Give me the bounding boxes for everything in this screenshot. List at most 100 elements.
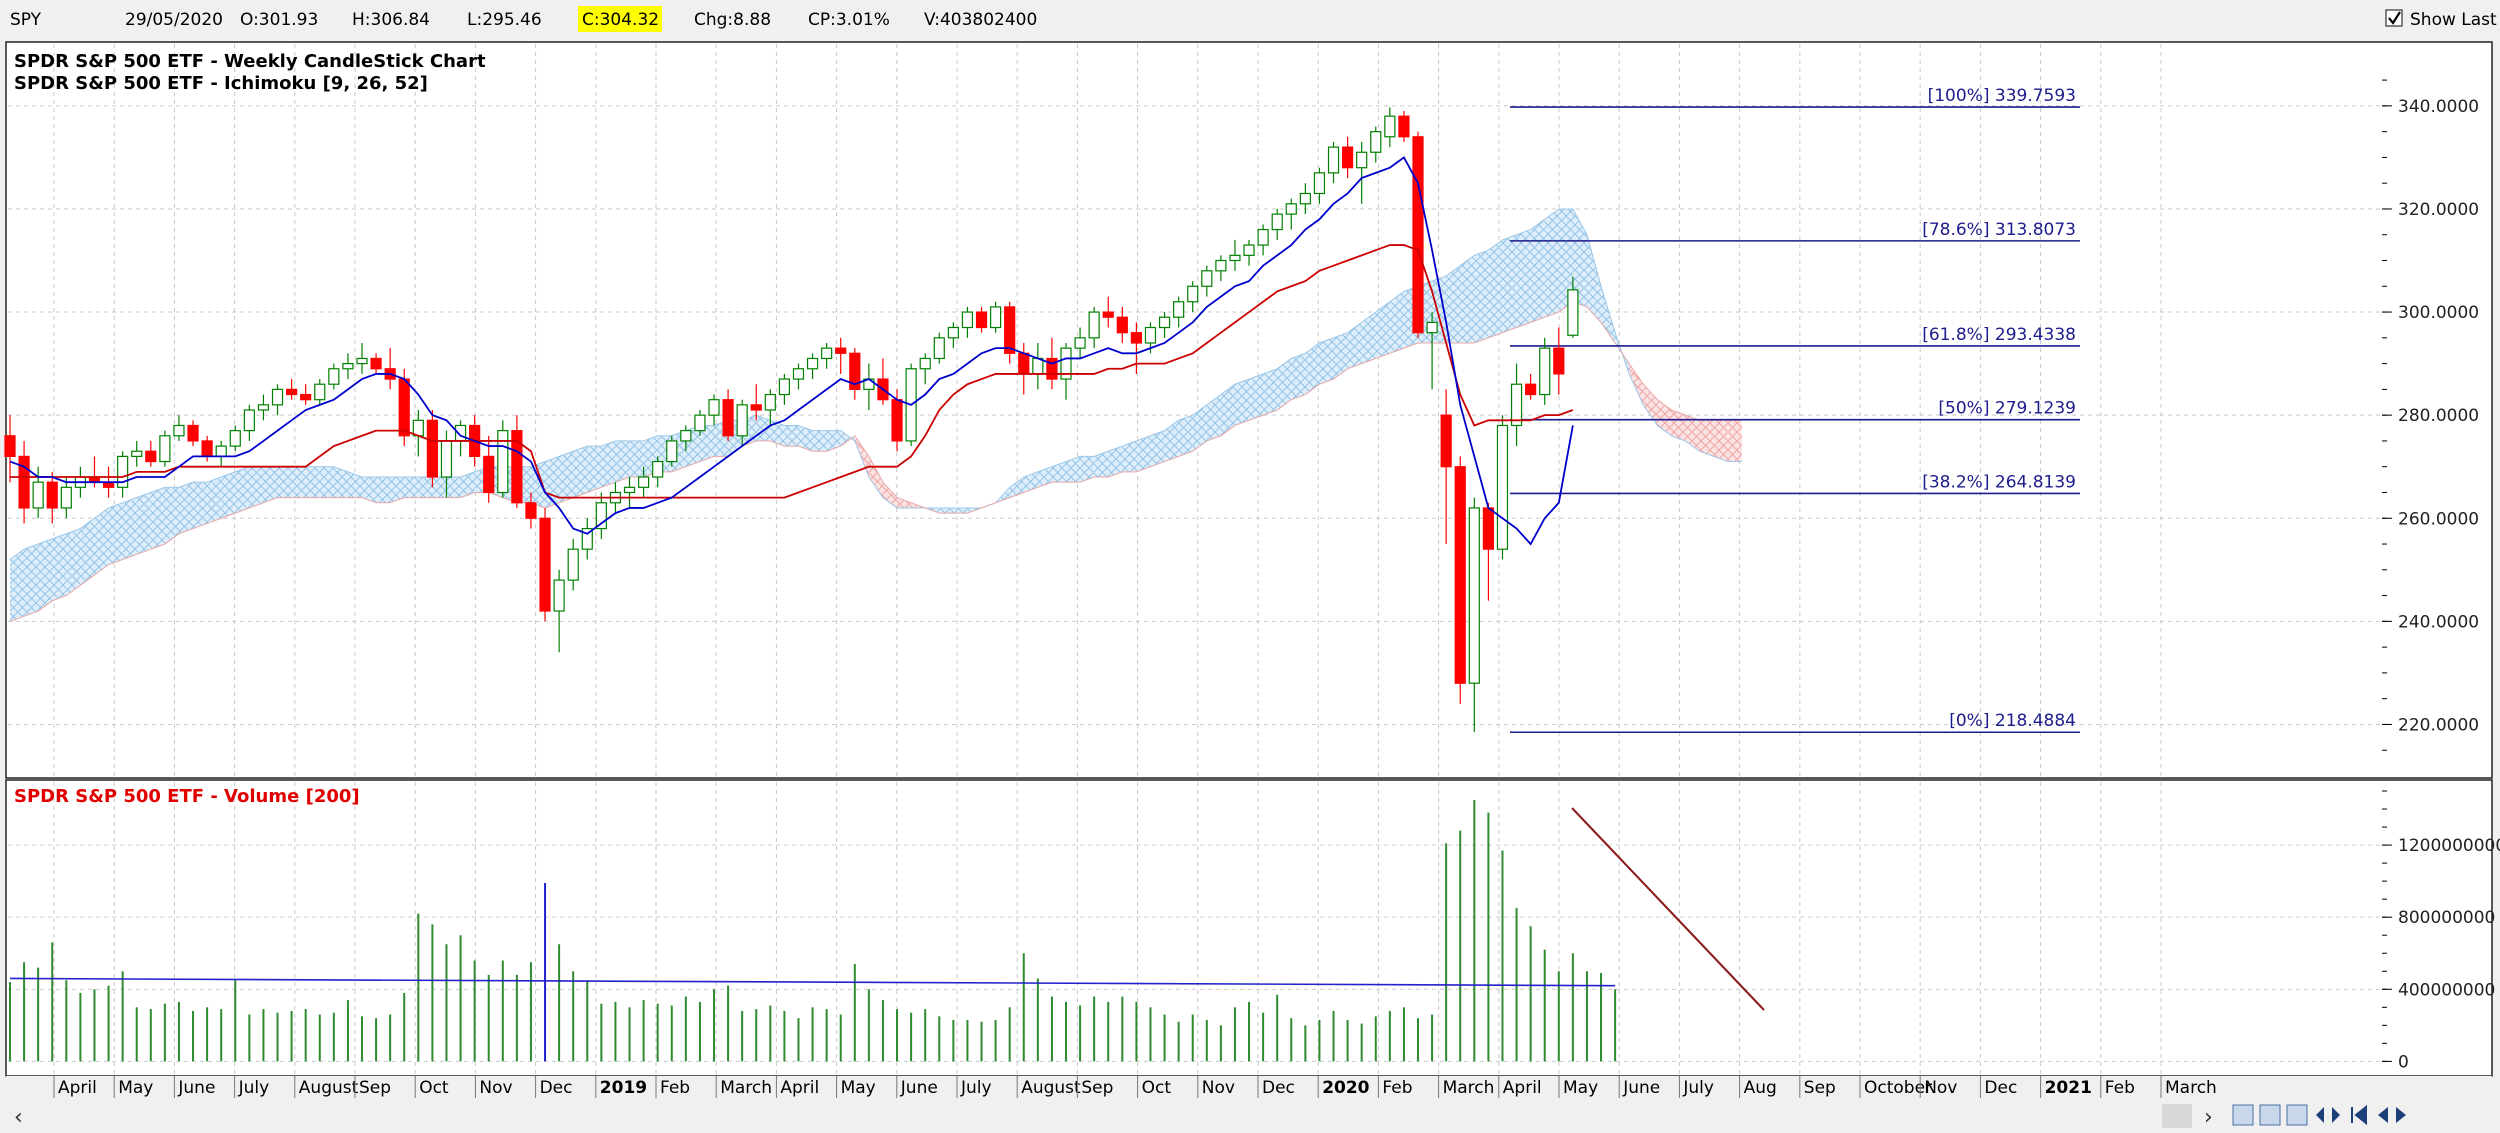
show-last-checkbox[interactable]: Show Last bbox=[2385, 9, 2497, 30]
candle-bullish bbox=[412, 419, 424, 437]
month-label: Aug bbox=[1744, 1078, 1777, 1098]
time-axis-band bbox=[6, 1076, 2492, 1100]
fibonacci-retracement[interactable]: [100%] 339.7593 [78.6%] 313.8073 [61.8%] 2… bbox=[1510, 86, 2080, 734]
zoom-fit-icon[interactable] bbox=[2316, 1107, 2340, 1123]
candle-bullish bbox=[243, 409, 255, 432]
cloud-segment-bullish bbox=[1136, 435, 1151, 472]
cloud-segment-bullish bbox=[432, 477, 447, 498]
properties-icon[interactable] bbox=[2286, 1104, 2308, 1126]
candle-bearish bbox=[1130, 332, 1143, 344]
cloud-segment-bullish bbox=[94, 507, 109, 575]
cloud-segment-bullish bbox=[66, 528, 81, 596]
candle-bullish bbox=[1173, 301, 1185, 318]
scroll-left-icon[interactable]: ‹ bbox=[14, 1105, 23, 1130]
candle-bullish bbox=[1074, 337, 1086, 349]
print-chart-icon[interactable] bbox=[2259, 1104, 2281, 1126]
month-label: Dec bbox=[540, 1078, 573, 1098]
scroll-right-icon[interactable]: › bbox=[2204, 1105, 2213, 1130]
candle-bullish bbox=[1060, 347, 1072, 380]
month-label: April bbox=[780, 1078, 819, 1098]
cloud-segment-bullish bbox=[207, 477, 222, 524]
month-label: August bbox=[299, 1078, 359, 1098]
time-axis: April May June July August Sep Oct Nov Dec 2019 Fe… bbox=[53, 1076, 2217, 1098]
candle-bullish bbox=[1313, 172, 1326, 195]
price-tick-label: 280.0000 bbox=[2398, 406, 2479, 426]
candle-bullish bbox=[680, 430, 692, 442]
cloud-segment-bullish bbox=[573, 446, 588, 498]
candle-bearish bbox=[286, 388, 298, 396]
cloud-segment-bullish bbox=[1347, 322, 1362, 369]
open-value: O:301.93 bbox=[240, 10, 318, 30]
cloud-segment-bullish bbox=[1361, 312, 1376, 364]
cloud-segment-bullish bbox=[319, 466, 334, 498]
candle-bearish bbox=[1046, 357, 1058, 380]
cloud-segment-bullish bbox=[1108, 446, 1123, 478]
cloud-segment-bearish bbox=[1629, 363, 1644, 405]
cloud-segment-bullish bbox=[1488, 239, 1503, 338]
month-label: July bbox=[1682, 1078, 1714, 1098]
candle-bearish bbox=[4, 435, 16, 457]
cloud-segment-bullish bbox=[1122, 440, 1137, 472]
cloud-segment-bullish bbox=[1460, 255, 1475, 343]
candle-bullish bbox=[229, 430, 241, 447]
cloud-segment-bullish bbox=[1319, 337, 1334, 385]
scroll-bar[interactable] bbox=[0, 1100, 2500, 1133]
cloud-segment-bearish bbox=[897, 497, 912, 508]
cloud-segment-bullish bbox=[1474, 250, 1489, 343]
cloud-segment-bullish bbox=[1502, 234, 1517, 333]
month-label: Oct bbox=[419, 1078, 449, 1098]
candle-bearish bbox=[891, 399, 903, 442]
senkou-span-b bbox=[9, 301, 1742, 622]
show-last-label: Show Last bbox=[2410, 10, 2497, 30]
candle-bearish bbox=[1102, 311, 1114, 318]
cloud-segment-bullish bbox=[277, 466, 292, 498]
candle-bearish bbox=[750, 404, 762, 411]
next-icon[interactable] bbox=[2396, 1107, 2406, 1123]
scroll-thumb[interactable] bbox=[2162, 1104, 2192, 1128]
fib-level-label: [38.2%] 264.8139 bbox=[1922, 472, 2076, 492]
candle-bullish bbox=[1567, 289, 1579, 336]
cloud-segment-bullish bbox=[1066, 456, 1081, 483]
cloud-segment-bullish bbox=[1291, 353, 1306, 400]
month-label: June bbox=[177, 1078, 215, 1098]
candle-bearish bbox=[722, 399, 734, 437]
cloud-segment-bullish bbox=[108, 502, 123, 565]
cloud-segment-bullish bbox=[1544, 208, 1559, 318]
candle-bearish bbox=[1553, 347, 1565, 375]
cloud-segment-bullish bbox=[1178, 415, 1193, 457]
candle-bullish bbox=[271, 388, 284, 406]
candle-bullish bbox=[1088, 311, 1100, 339]
cloud-segment-bullish bbox=[601, 440, 616, 488]
cloud-segment-bullish bbox=[333, 466, 348, 498]
month-label: Oct bbox=[1142, 1078, 1172, 1098]
month-label: May bbox=[118, 1078, 153, 1098]
candle-bearish bbox=[1525, 383, 1537, 396]
candle-bullish bbox=[159, 435, 171, 463]
candle-bullish bbox=[1285, 203, 1297, 215]
candle-bearish bbox=[1004, 306, 1016, 354]
save-chart-icon[interactable] bbox=[2232, 1104, 2254, 1126]
candle-bullish bbox=[314, 383, 326, 401]
cloud-segment-bullish bbox=[1516, 229, 1531, 328]
month-label: Sep bbox=[1081, 1078, 1113, 1098]
cloud-segment-bearish bbox=[1643, 384, 1658, 426]
candle-bearish bbox=[370, 357, 382, 370]
close-value: C:304.32 bbox=[582, 10, 659, 30]
candle-bullish bbox=[342, 363, 354, 370]
cloud-segment-bullish bbox=[362, 477, 377, 503]
cloud-segment-bullish bbox=[1192, 404, 1207, 452]
volume-tick-label: 400000000 bbox=[2398, 980, 2495, 1000]
candle-bullish bbox=[806, 357, 819, 370]
cloud-segment-bullish bbox=[24, 544, 39, 617]
candle-bullish bbox=[257, 404, 270, 411]
candle-bullish bbox=[1215, 259, 1227, 272]
candle-bullish bbox=[328, 368, 340, 385]
first-icon[interactable] bbox=[2351, 1104, 2367, 1126]
cloud-segment-bullish bbox=[756, 415, 771, 441]
prev-icon[interactable] bbox=[2378, 1107, 2388, 1123]
year-label: 2020 bbox=[1322, 1078, 1369, 1098]
month-label: Feb bbox=[660, 1078, 690, 1098]
candle-bullish bbox=[595, 502, 607, 530]
